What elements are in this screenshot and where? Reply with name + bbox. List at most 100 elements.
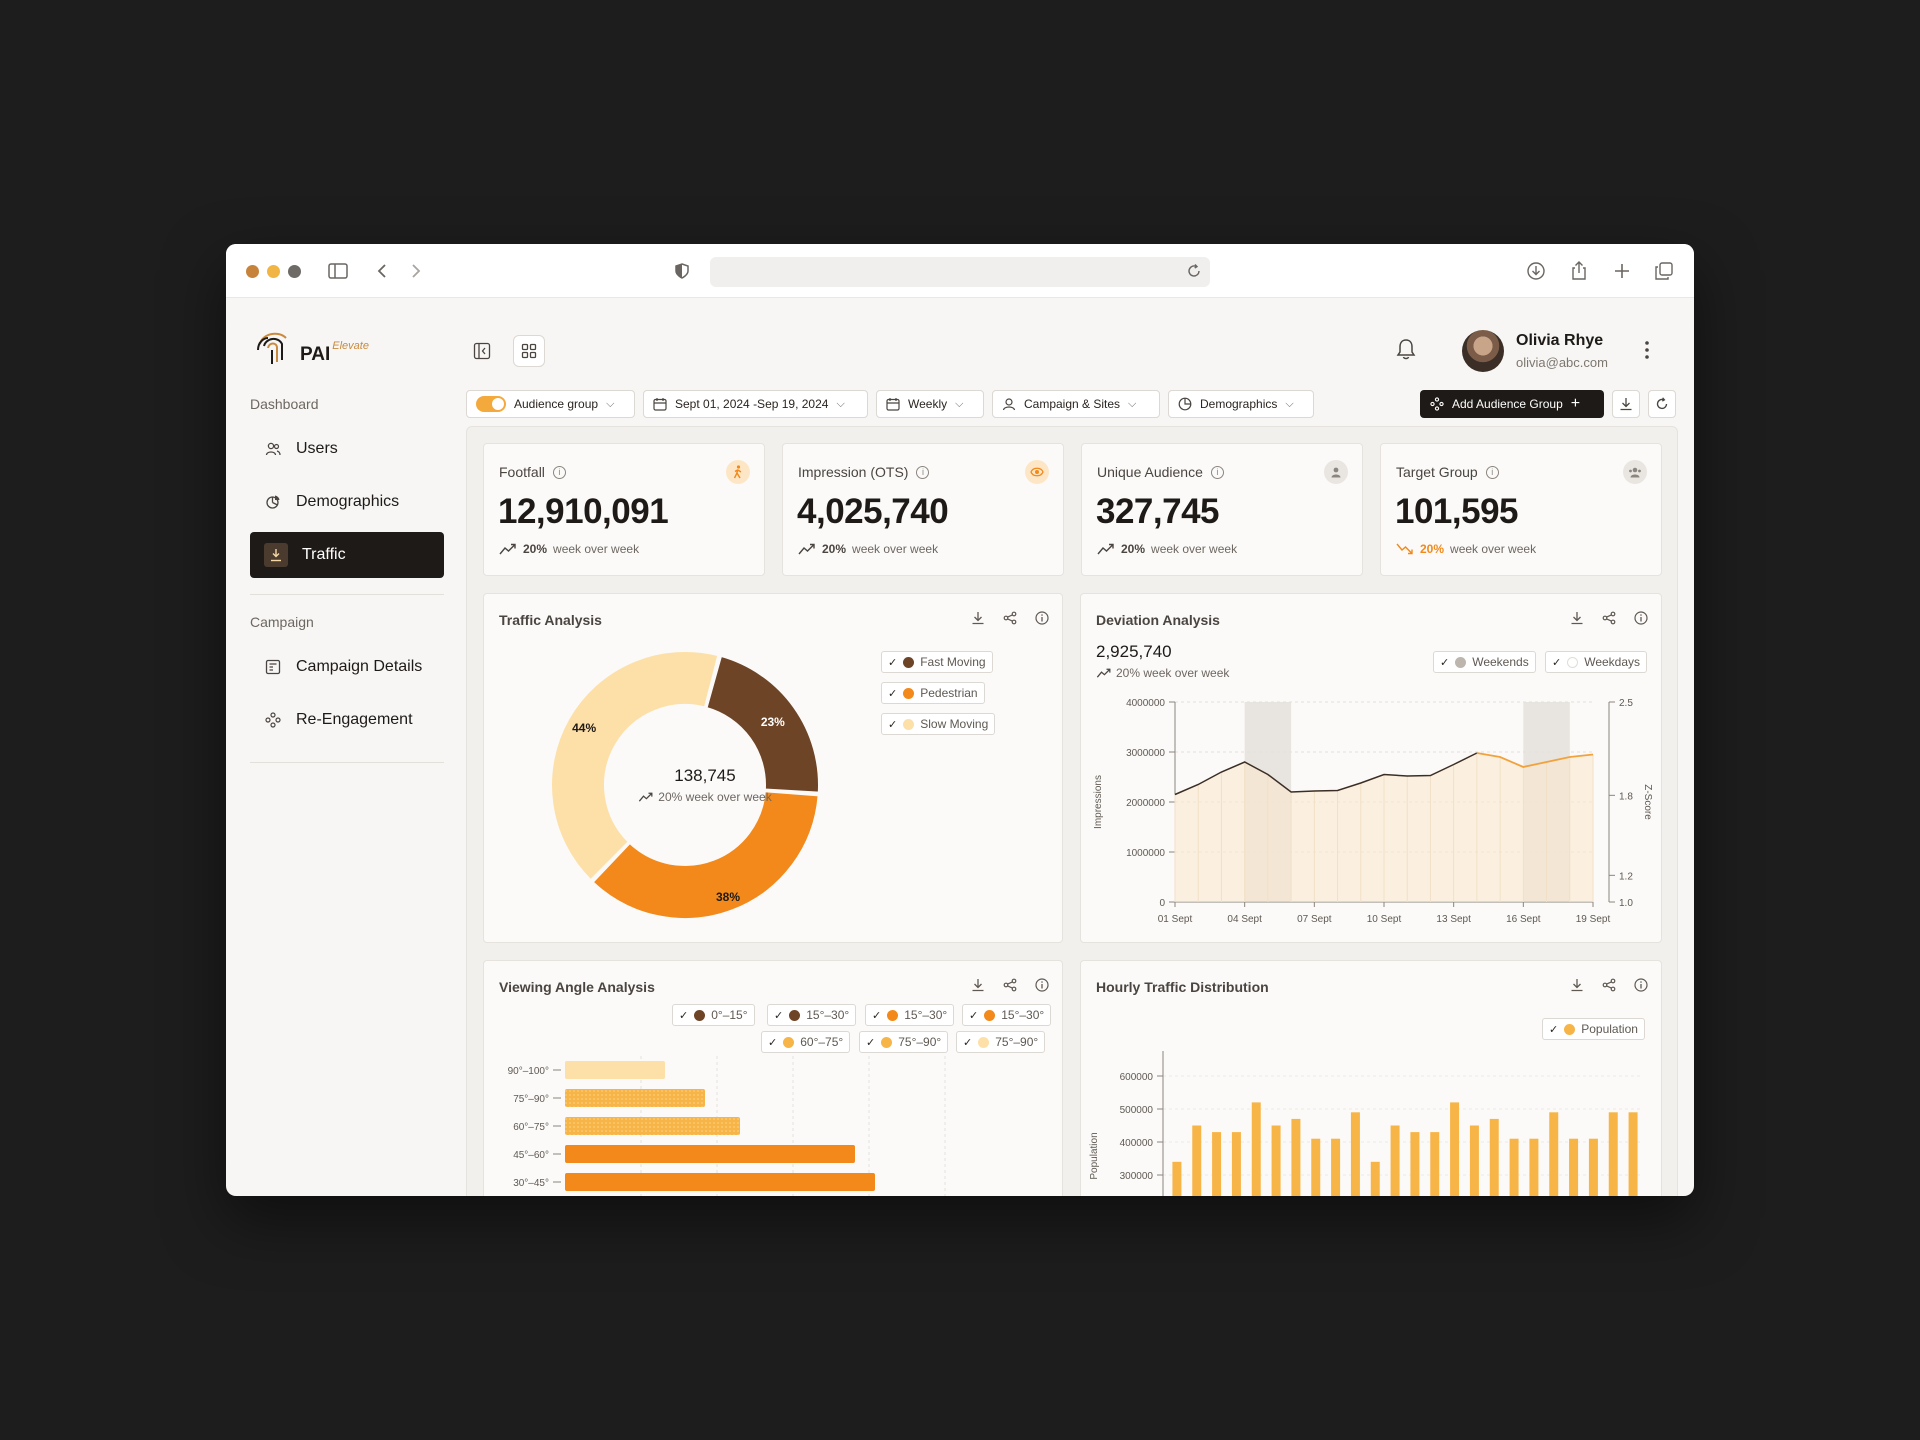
y-tick-label: 300000 (1120, 1171, 1154, 1182)
bar[interactable] (1172, 1161, 1182, 1196)
download-icon[interactable] (1569, 610, 1585, 626)
bar[interactable] (565, 1061, 665, 1079)
y-tick-right-label: 1.0 (1619, 898, 1633, 909)
window-close-button[interactable] (246, 265, 259, 278)
bar[interactable] (1549, 1112, 1559, 1196)
kpi-label: Footfall (499, 464, 545, 480)
bar[interactable] (1311, 1138, 1321, 1196)
download-icon[interactable] (1524, 259, 1548, 283)
legend-chip-weekends[interactable]: ✓ Weekends (1433, 651, 1536, 673)
bar[interactable] (1608, 1112, 1618, 1196)
sidebar-item-re-engagement[interactable]: Re-Engagement (250, 697, 444, 743)
legend-chip-pedestrian[interactable]: ✓ Pedestrian (881, 682, 985, 704)
bar[interactable] (1331, 1138, 1341, 1196)
info-icon[interactable] (1633, 977, 1649, 993)
download-icon[interactable] (970, 977, 986, 993)
bar[interactable] (1469, 1125, 1479, 1197)
bar[interactable] (565, 1145, 855, 1163)
forward-icon[interactable] (404, 259, 428, 283)
bell-icon[interactable] (1396, 338, 1416, 365)
legend-chip-angle[interactable]: ✓ 15°–30° (962, 1004, 1052, 1026)
check-icon: ✓ (768, 1036, 778, 1049)
bar[interactable] (1231, 1132, 1241, 1196)
share-icon[interactable] (1567, 259, 1591, 283)
legend-chip-angle[interactable]: ✓ 15°–30° (767, 1004, 857, 1026)
download-icon[interactable] (1569, 977, 1585, 993)
bar[interactable] (1529, 1138, 1539, 1196)
info-icon[interactable]: i (1485, 465, 1499, 479)
date-range-filter[interactable]: Sept 01, 2024 -Sep 19, 2024 ⌵ (643, 390, 868, 418)
bar[interactable] (565, 1117, 740, 1135)
bar[interactable] (1569, 1138, 1579, 1196)
legend-chip-population[interactable]: ✓ Population (1542, 1018, 1645, 1040)
tabs-overview-icon[interactable] (1652, 259, 1676, 283)
frequency-filter[interactable]: Weekly ⌵ (876, 390, 984, 418)
bar[interactable] (1390, 1125, 1400, 1197)
share-icon[interactable] (1601, 977, 1617, 993)
legend-chip-fast-moving[interactable]: ✓ Fast Moving (881, 651, 993, 673)
add-audience-group-button[interactable]: Add Audience Group + (1420, 390, 1604, 418)
bar[interactable] (1350, 1112, 1360, 1196)
bar[interactable] (565, 1173, 875, 1191)
grid-view-button[interactable] (513, 335, 545, 367)
bar[interactable] (1489, 1118, 1499, 1196)
bar[interactable] (565, 1089, 705, 1107)
sidebar-item-users[interactable]: Users (250, 426, 444, 472)
info-icon[interactable] (1034, 610, 1050, 626)
legend-chip-weekdays[interactable]: ✓ Weekdays (1545, 651, 1648, 673)
legend-chip-angle[interactable]: ✓ 15°–30° (865, 1004, 955, 1026)
sidebar-toggle-icon[interactable] (326, 259, 350, 283)
legend-chip-angle[interactable]: ✓ 75°–90° (956, 1031, 1046, 1053)
audience-group-filter[interactable]: Audience group ⌵ (466, 390, 635, 418)
shield-icon[interactable] (670, 259, 694, 283)
info-icon[interactable]: i (1210, 465, 1224, 479)
bar[interactable] (1251, 1102, 1261, 1196)
bar[interactable] (1212, 1132, 1222, 1196)
download-button[interactable] (1612, 390, 1640, 418)
back-icon[interactable] (370, 259, 394, 283)
legend-chip-slow-moving[interactable]: ✓ Slow Moving (881, 713, 996, 735)
share-icon[interactable] (1002, 610, 1018, 626)
bar[interactable] (1192, 1125, 1202, 1197)
bar[interactable] (1588, 1138, 1598, 1196)
bar[interactable] (1271, 1125, 1281, 1197)
more-menu-icon[interactable] (1644, 340, 1650, 365)
kpi-trend-text: week over week (1450, 542, 1537, 556)
donut-slice-fast-moving[interactable] (705, 654, 820, 794)
legend-chip-angle[interactable]: ✓ 0°–15° (672, 1004, 755, 1026)
reload-icon[interactable] (1186, 263, 1202, 284)
bar[interactable] (1410, 1132, 1420, 1196)
bar[interactable] (1628, 1112, 1638, 1196)
info-icon[interactable]: i (916, 465, 930, 479)
donut-slice-slow-moving[interactable] (550, 650, 720, 882)
legend-chip-angle[interactable]: ✓ 75°–90° (859, 1031, 949, 1053)
donut-slice-label: 23% (761, 715, 785, 729)
bar[interactable] (1370, 1161, 1380, 1196)
window-zoom-button[interactable] (288, 265, 301, 278)
audience-group-toggle[interactable] (476, 396, 506, 412)
donut-slice-pedestrian[interactable] (591, 790, 820, 920)
address-bar[interactable] (710, 257, 1210, 287)
sidebar-item-traffic[interactable]: Traffic (250, 532, 444, 578)
new-tab-icon[interactable] (1610, 259, 1634, 283)
sidebar-item-demographics[interactable]: Demographics (250, 479, 444, 525)
kpi-label-row: Target Group i (1396, 464, 1499, 480)
info-icon[interactable]: i (552, 465, 566, 479)
bar[interactable] (1450, 1102, 1460, 1196)
demographics-filter[interactable]: Demographics ⌵ (1168, 390, 1314, 418)
collapse-sidebar-button[interactable] (466, 335, 498, 367)
bar[interactable] (1430, 1132, 1440, 1196)
bar[interactable] (1509, 1138, 1519, 1196)
legend-chip-angle[interactable]: ✓ 60°–75° (761, 1031, 851, 1053)
info-icon[interactable] (1633, 610, 1649, 626)
share-icon[interactable] (1601, 610, 1617, 626)
refresh-button[interactable] (1648, 390, 1676, 418)
download-icon[interactable] (970, 610, 986, 626)
sidebar-item-campaign-details[interactable]: Campaign Details (250, 644, 444, 690)
share-icon[interactable] (1002, 977, 1018, 993)
avatar[interactable] (1462, 330, 1504, 372)
campaign-sites-filter[interactable]: Campaign & Sites ⌵ (992, 390, 1160, 418)
info-icon[interactable] (1034, 977, 1050, 993)
window-minimize-button[interactable] (267, 265, 280, 278)
bar[interactable] (1291, 1118, 1301, 1196)
